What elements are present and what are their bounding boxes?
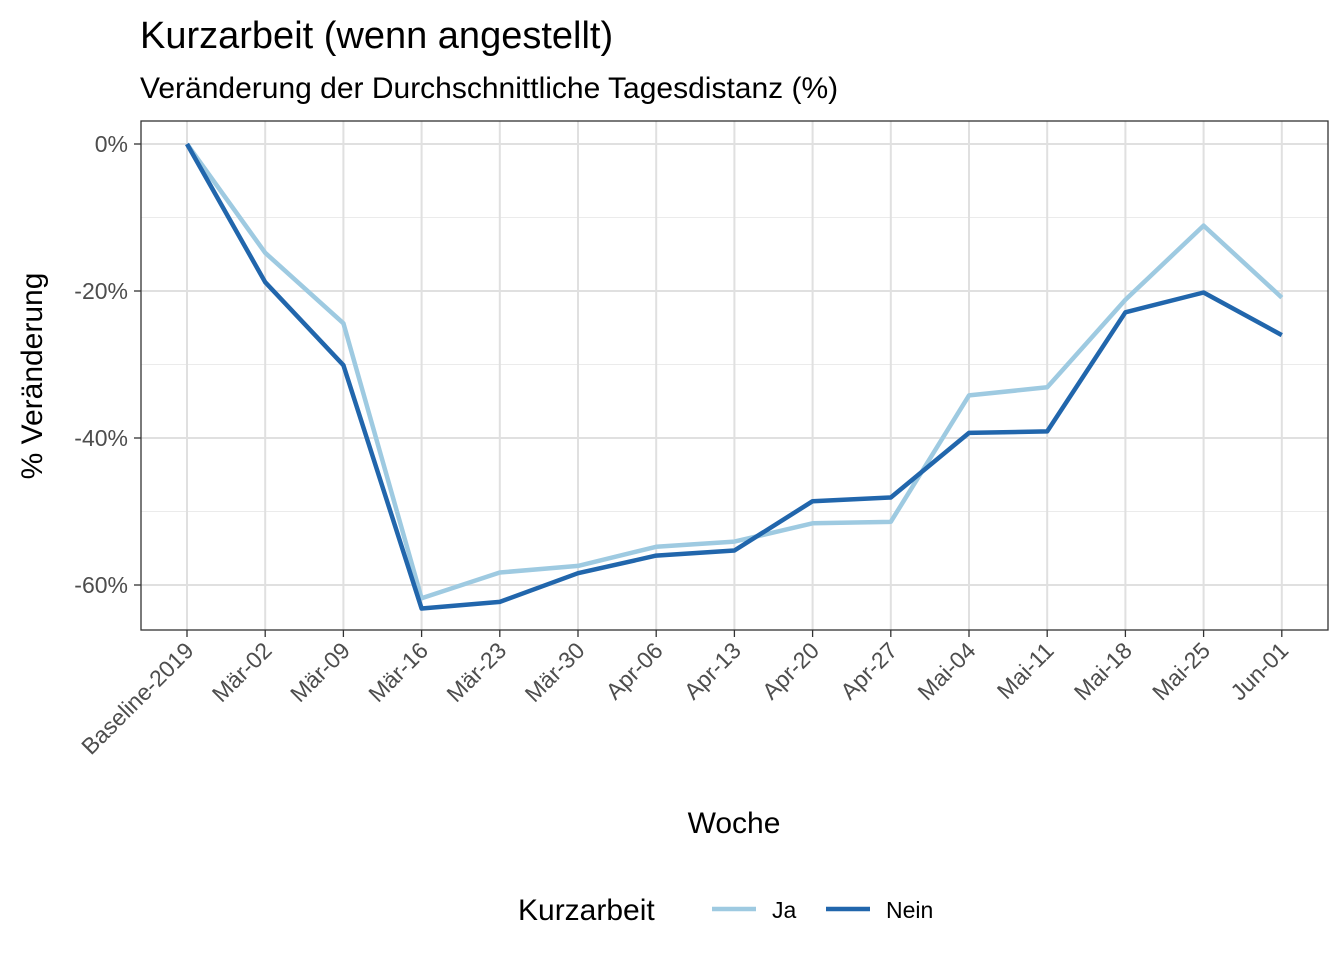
y-axis-title: % Veränderung [16,273,49,480]
chart-title: Kurzarbeit (wenn angestellt) [140,15,613,57]
legend-label-ja: Ja [772,897,797,923]
y-axis: 0% -20% -40% -60% [74,131,141,598]
series-lines [185,142,1284,611]
x-tick-label: Baseline-2019 [76,637,198,759]
x-tick-label: Mai-18 [1069,637,1137,705]
x-tick-label: Mär-09 [285,637,355,707]
chart-subtitle: Veränderung der Durchschnittliche Tagesd… [140,72,838,105]
x-tick-label: Mai-11 [992,637,1059,704]
legend-title: Kurzarbeit [518,894,655,927]
x-tick-label: Mär-02 [207,637,277,707]
x-tick-label: Mai-04 [912,637,980,705]
series-line-ja [185,142,1284,601]
major-gridlines [141,121,1328,630]
x-tick-label: Apr-20 [757,637,824,704]
x-axis: Baseline-2019 Mär-02 Mär-09 Mär-16 Mär-23 Mär… [76,630,1293,760]
x-axis-title: Woche [688,807,781,840]
y-tick-label: 0% [95,131,128,157]
legend-label-nein: Nein [886,897,933,923]
x-tick-label: Mai-25 [1147,637,1215,705]
x-tick-label: Apr-13 [679,637,746,704]
y-tick-label: -40% [74,425,128,451]
legend: Kurzarbeit Ja Nein [518,894,933,927]
x-tick-label: Mär-30 [520,637,590,707]
x-tick-label: Mär-16 [363,637,433,707]
x-tick-label: Apr-27 [835,637,902,704]
x-tick-label: Jun-01 [1225,637,1293,705]
y-tick-label: -60% [74,572,128,598]
x-tick-label: Apr-06 [601,637,668,704]
series-line-nein [185,142,1283,611]
y-tick-label: -20% [74,278,128,304]
x-tick-label: Mär-23 [441,637,511,707]
